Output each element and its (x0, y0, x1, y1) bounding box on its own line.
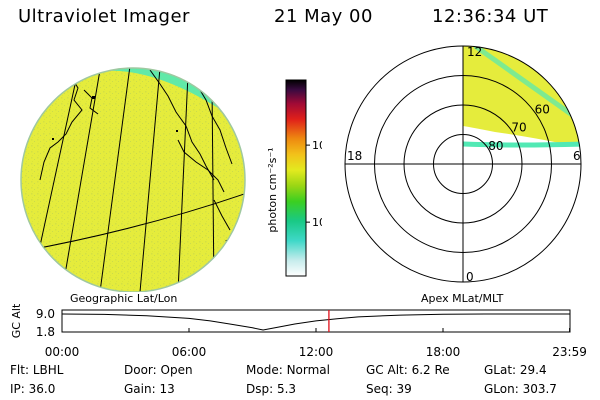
info-key: GLat: (484, 363, 520, 377)
alt-ytick-label: 1.8 (36, 325, 55, 339)
info-key: GLon: (484, 382, 523, 396)
panel-labels: Geographic Lat/Lon Apex MLat/MLT (0, 292, 600, 306)
info-value: 5.3 (276, 382, 297, 396)
colorbar-ylabel: photon cm⁻²s⁻¹ (266, 147, 279, 232)
apex-label: Apex MLat/MLT (421, 292, 504, 305)
mlt-label: 12 (467, 45, 482, 59)
info-dsp: Dsp: 5.3 (246, 382, 296, 396)
info-seq: Seq: 39 (366, 382, 412, 396)
info-value: LBHL (32, 363, 64, 377)
date-label: 21 May 00 (274, 6, 373, 27)
alt-ytick-label: 9.0 (36, 307, 55, 321)
mlt-label: 0 (466, 270, 474, 284)
info-key: Door: (124, 363, 161, 377)
info-key: Flt: (10, 363, 33, 377)
mlt-label: 6 (573, 149, 581, 163)
info-key: GC Alt: (366, 363, 412, 377)
header: Ultraviolet Imager 21 May 00 12:36:34 UT (0, 6, 600, 32)
info-panel: Flt: LBHL Door: Open Mode: Normal GC Alt: 6… (0, 362, 600, 400)
colorbar-tick-label: 10 (312, 216, 322, 229)
polar-aurora-edge (462, 141, 581, 148)
alt-xtick-label: 18:00 (426, 345, 461, 359)
geographic-label: Geographic Lat/Lon (70, 292, 178, 305)
info-gcalt: GC Alt: 6.2 Re (366, 363, 450, 377)
latitude-line (21, 191, 245, 253)
mlt-label: 18 (347, 149, 362, 163)
info-key: Gain: (124, 382, 160, 396)
info-value: Normal (286, 363, 330, 377)
info-key: IP: (10, 382, 29, 396)
info-flt: Flt: LBHL (10, 363, 63, 377)
globe-speckle (21, 68, 245, 292)
info-gain: Gain: 13 (124, 382, 175, 396)
gc-alt-plot: GC Alt 9.0 1.8 00:00 06:00 12:00 18:00 23:59 (10, 303, 587, 359)
globe-rim (20, 67, 246, 292)
info-door: Door: Open (124, 363, 193, 377)
info-key: Dsp: (246, 382, 277, 396)
mlat-label: 80 (488, 139, 503, 153)
info-value: Open (160, 363, 193, 377)
polar-aurora-top-edge (473, 46, 581, 127)
colorbar-tick-label: 100 (312, 139, 322, 152)
geographic-globe-image (20, 67, 246, 292)
longitude-grid (29, 68, 215, 292)
alt-xtick-label: 12:00 (299, 345, 334, 359)
alt-xtick-label: 06:00 (172, 345, 207, 359)
info-value: 6.2 Re (411, 363, 450, 377)
info-value: 13 (159, 382, 175, 396)
info-mode: Mode: Normal (246, 363, 330, 377)
alt-xtick-label: 00:00 (45, 345, 80, 359)
info-glon: GLon: 303.7 (484, 382, 557, 396)
instrument-title: Ultraviolet Imager (18, 6, 190, 27)
info-key: Seq: (366, 382, 397, 396)
info-value: 36.0 (28, 382, 56, 396)
info-value: 303.7 (522, 382, 557, 396)
alt-xtick-label: 23:59 (552, 345, 587, 359)
alt-ylabel: GC Alt (10, 303, 23, 338)
mlat-label: 60 (535, 102, 550, 116)
gc-alt-line (61, 313, 570, 331)
colorbar-gradient (285, 79, 307, 277)
info-ip: IP: 36.0 (10, 382, 55, 396)
colorbar: photon cm⁻²s⁻¹ 10 100 (266, 79, 322, 277)
info-value: 39 (396, 382, 412, 396)
info-key: Mode: (246, 363, 287, 377)
mlat-label: 70 (511, 121, 526, 135)
time-label: 12:36:34 UT (432, 6, 549, 27)
info-value: 29.4 (519, 363, 547, 377)
coast-fragments (52, 96, 178, 140)
info-glat: GLat: 29.4 (484, 363, 547, 377)
